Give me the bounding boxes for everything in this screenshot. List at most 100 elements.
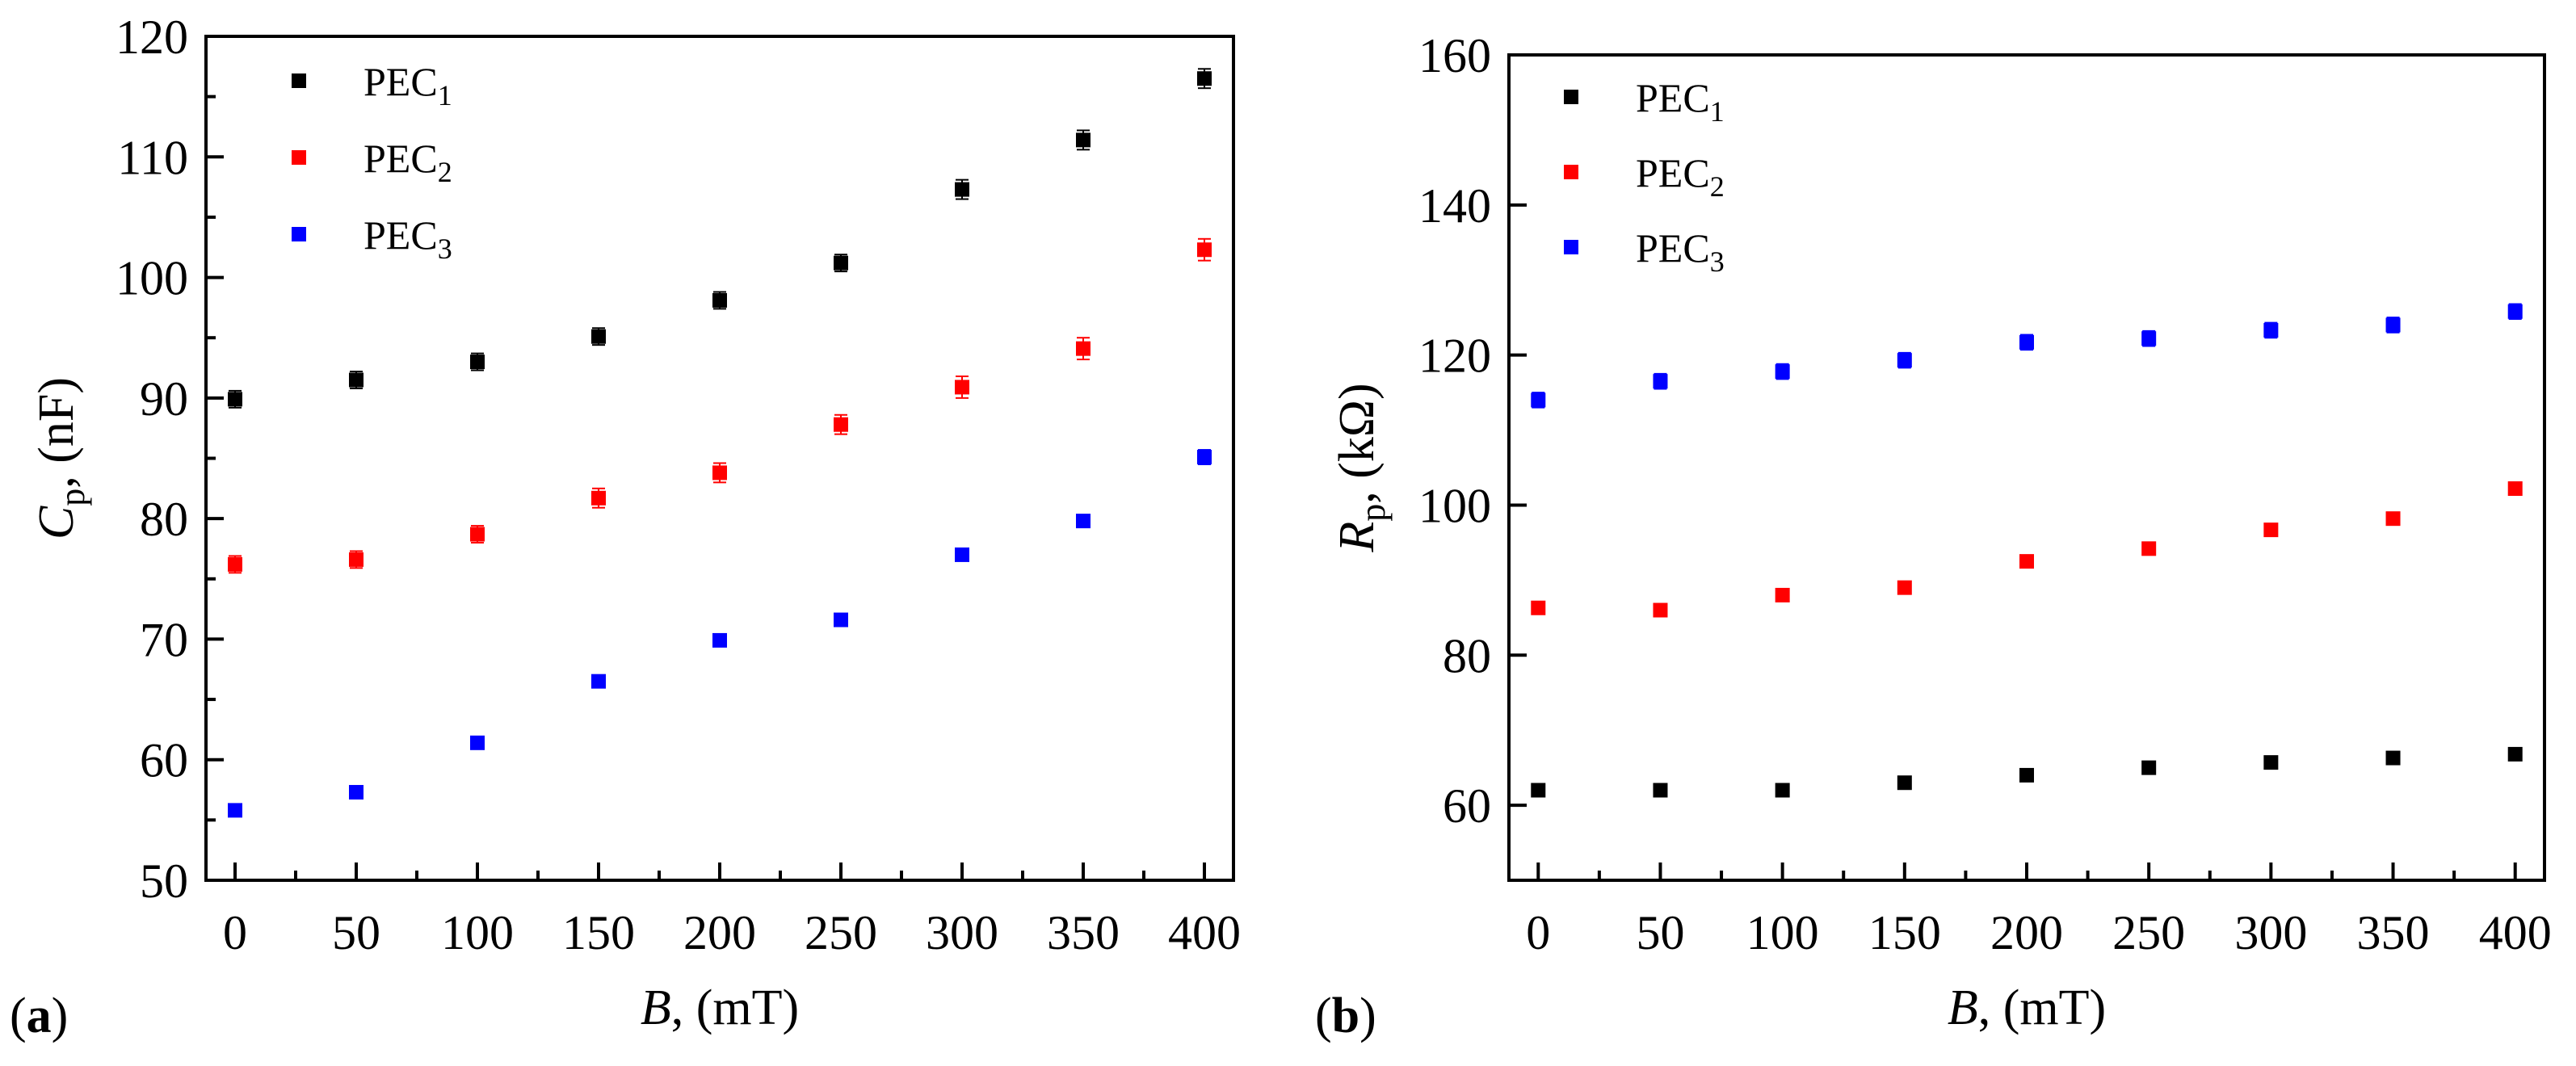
data-point — [2385, 750, 2401, 766]
data-point — [1897, 580, 1912, 595]
data-point — [2019, 334, 2034, 350]
y-tick-label: 80 — [140, 493, 188, 546]
data-point — [1897, 775, 1912, 791]
data-point — [2141, 760, 2157, 775]
legend-label: PEC2 — [363, 136, 452, 188]
data-point — [2019, 554, 2034, 569]
data-point — [1531, 600, 1546, 615]
data-point — [1197, 242, 1212, 258]
data-point — [1775, 783, 1790, 798]
legend-marker — [1564, 90, 1578, 104]
data-point — [470, 527, 485, 542]
data-point — [2507, 304, 2523, 319]
data-point — [2385, 511, 2401, 527]
x-axis-label: B, (mT) — [641, 980, 799, 1035]
legend-marker — [1564, 240, 1578, 254]
data-point — [1076, 341, 1090, 356]
data-point — [955, 380, 969, 395]
data-point — [1197, 450, 1212, 465]
panel-b: 0 50 100 150 200 250 300 350 400 60 80 100 120 140 160… — [1315, 29, 2552, 1043]
legend-marker — [292, 150, 306, 165]
data-point — [591, 490, 606, 506]
data-point — [1531, 783, 1546, 798]
data-point — [1076, 514, 1090, 529]
data-point — [2263, 523, 2279, 538]
y-tick-label: 140 — [1418, 179, 1491, 233]
legend-label: PEC1 — [363, 59, 452, 111]
data-point — [1775, 364, 1790, 380]
y-tick-label: 90 — [140, 372, 188, 426]
data-point — [349, 785, 363, 800]
x-tick-label: 400 — [2479, 906, 2552, 959]
data-point — [1775, 587, 1790, 602]
y-tick-label: 120 — [1418, 329, 1491, 383]
data-point — [1197, 71, 1212, 86]
data-point — [2141, 541, 2157, 556]
data-point — [591, 329, 606, 344]
x-tick-label: 200 — [683, 906, 756, 959]
data-point — [470, 735, 485, 750]
x-tick-label: 250 — [805, 906, 877, 959]
y-tick-label: 100 — [116, 252, 188, 305]
y-axis-label: Cp, (nF) — [29, 377, 92, 539]
data-point — [2263, 322, 2279, 338]
y-tick-label: 110 — [117, 131, 188, 184]
data-point — [712, 292, 727, 308]
legend-marker — [292, 227, 306, 241]
legend-label: PEC3 — [363, 212, 452, 265]
panel-a: 0 50 100 150 200 250 300 350 400 50 60 70 80 90 100 110… — [10, 10, 1241, 1043]
data-point — [1653, 602, 1668, 618]
data-point — [1531, 392, 1546, 408]
data-point — [2385, 317, 2401, 333]
data-point — [2019, 767, 2034, 783]
y-tick-label: 60 — [140, 734, 188, 787]
x-tick-label: 300 — [926, 906, 998, 959]
legend-label: PEC3 — [1636, 225, 1725, 278]
data-point — [834, 255, 848, 271]
x-tick-label: 50 — [332, 906, 380, 959]
y-tick-label: 120 — [116, 10, 188, 64]
data-point — [228, 556, 242, 572]
x-tick-label: 0 — [1526, 906, 1550, 959]
y-axis-label: Rp, (kΩ) — [1330, 383, 1393, 552]
x-tick-label: 100 — [441, 906, 514, 959]
data-point — [712, 465, 727, 481]
data-point — [470, 355, 485, 370]
y-tick-label: 80 — [1443, 629, 1491, 682]
x-tick-label: 350 — [2357, 906, 2430, 959]
y-tick-label: 60 — [1443, 779, 1491, 833]
data-point — [349, 552, 363, 567]
data-point — [228, 803, 242, 818]
y-tick-label: 100 — [1418, 479, 1491, 532]
data-point — [834, 612, 848, 627]
x-tick-label: 250 — [2112, 906, 2185, 959]
data-point — [349, 372, 363, 388]
data-point — [2507, 481, 2523, 497]
legend-marker — [1564, 165, 1578, 179]
data-point — [955, 547, 969, 562]
data-point — [228, 392, 242, 407]
y-tick-label: 50 — [140, 854, 188, 908]
panel-label: (a) — [10, 988, 68, 1043]
data-point — [712, 632, 727, 648]
panel-label: (b) — [1315, 988, 1376, 1043]
data-point — [591, 674, 606, 689]
y-tick-label: 70 — [140, 613, 188, 666]
data-point — [2263, 755, 2279, 770]
legend-marker — [292, 73, 306, 88]
x-tick-label: 100 — [1746, 906, 1819, 959]
legend-label: PEC2 — [1636, 150, 1725, 203]
x-tick-label: 150 — [1868, 906, 1941, 959]
data-point — [1653, 374, 1668, 389]
y-tick-label: 160 — [1418, 29, 1491, 82]
data-point — [2507, 746, 2523, 762]
x-tick-label: 300 — [2234, 906, 2307, 959]
x-tick-label: 150 — [562, 906, 635, 959]
x-tick-label: 350 — [1047, 906, 1120, 959]
data-point — [1897, 353, 1912, 368]
data-point — [955, 182, 969, 197]
x-tick-label: 400 — [1168, 906, 1241, 959]
data-point — [1653, 783, 1668, 798]
data-point — [834, 417, 848, 432]
